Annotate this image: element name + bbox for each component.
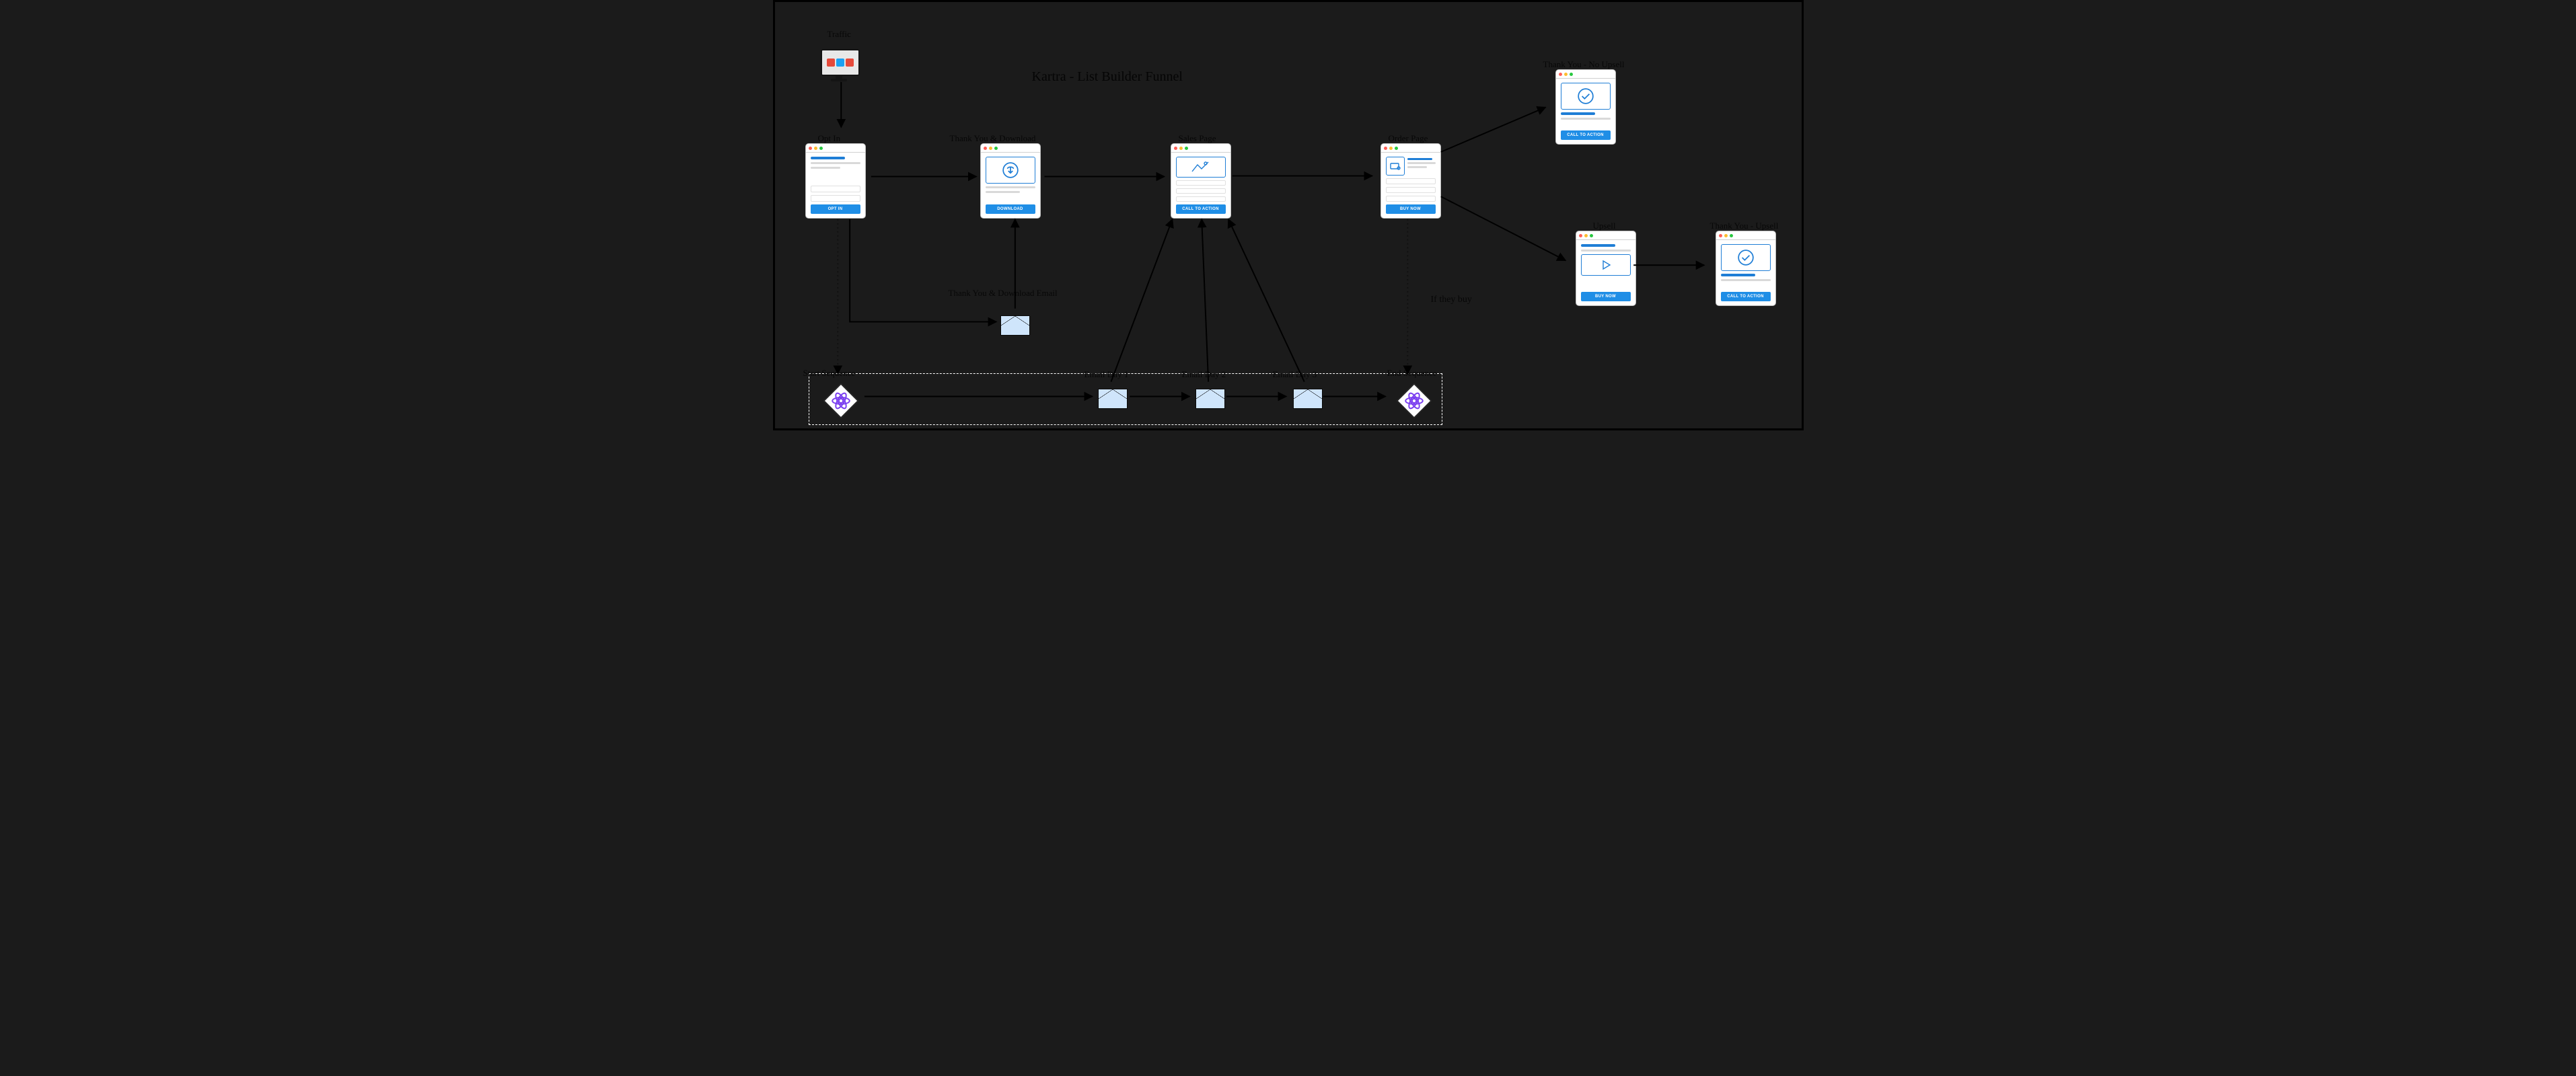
traffic-label: Traffic (827, 29, 851, 40)
sales-page: CALL TO ACTION (1171, 143, 1231, 219)
email-day2-icon (1195, 389, 1225, 409)
buy-now-button: BUY NOW (1386, 204, 1436, 214)
ty-no-upsell-label: Thank You - No Upsell (1543, 59, 1625, 70)
email-day2-label: Email Day 2 (1182, 369, 1226, 380)
if-they-buy-label: If they buy (1431, 295, 1472, 305)
traffic-source-icon (821, 49, 857, 81)
upsell-page: BUY NOW (1576, 231, 1636, 306)
order-page: BUY NOW (1381, 143, 1441, 219)
thankyou-email-icon (1000, 315, 1030, 336)
ty-upsell-cta: CALL TO ACTION (1721, 292, 1771, 301)
thankyou-upsell-page: CALL TO ACTION (1716, 231, 1776, 306)
thankyou-download-page: DOWNLOAD (980, 143, 1041, 219)
ty-upsell-label: Thank You - Upsell (1710, 221, 1779, 231)
order-page-label: Order Page (1389, 133, 1428, 144)
upsell-buy-button: BUY NOW (1581, 292, 1631, 301)
start-sequence-label: Start Sequence (803, 368, 856, 379)
thankyou-email-label: Thank You & Download Email (949, 288, 1058, 299)
thankyou-no-upsell-page: CALL TO ACTION (1555, 69, 1616, 145)
email-day3-icon (1293, 389, 1323, 409)
email-day1-label: Email Day 1 (1084, 369, 1129, 380)
ty-no-upsell-cta: CALL TO ACTION (1561, 130, 1611, 140)
sales-page-label: Sales Page (1179, 133, 1216, 144)
email-day1-icon (1098, 389, 1128, 409)
optin-button: OPT IN (811, 204, 860, 214)
optin-page: OPT IN (805, 143, 866, 219)
end-sequence-label: End Sequence (1387, 368, 1437, 379)
email-day3-label: Email Day 3 (1273, 369, 1317, 380)
diagram-title: Kartra - List Builder Funnel (1032, 69, 1183, 85)
optin-label: Opt In (818, 133, 841, 144)
diagram-canvas: Kartra - List Builder Funnel Traffic OPT… (773, 0, 1804, 430)
arrows-layer (775, 2, 1802, 428)
sales-cta-button: CALL TO ACTION (1176, 204, 1226, 214)
thankyou-download-label: Thank You & Download (950, 133, 1036, 144)
upsell-label: Upsell (1593, 221, 1616, 231)
download-button: DOWNLOAD (986, 204, 1035, 214)
